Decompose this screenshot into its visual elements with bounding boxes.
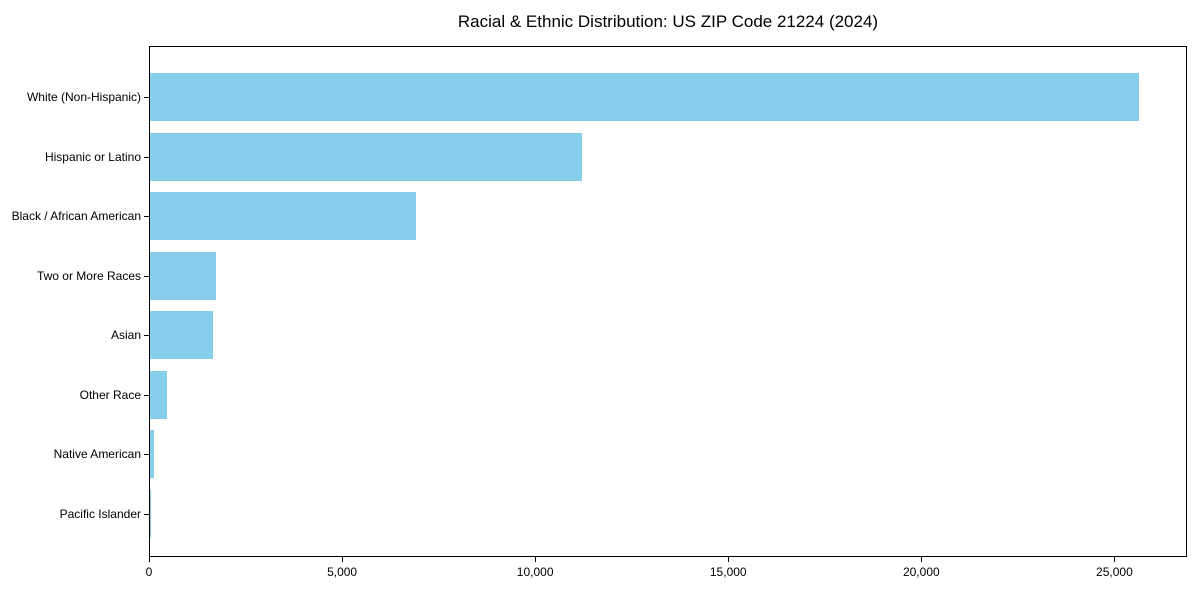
y-axis-category-label: Pacific Islander — [59, 506, 141, 521]
y-tick-mark — [144, 394, 149, 396]
y-tick-mark — [144, 97, 149, 98]
y-tick-mark — [144, 216, 149, 218]
y-axis-category-label: Asian — [110, 328, 141, 343]
bar-native-american — [150, 430, 154, 479]
y-tick-mark — [144, 513, 149, 515]
y-tick-mark — [144, 454, 149, 456]
bar-black-african-american — [150, 192, 416, 241]
y-axis-category-label: Native American — [53, 447, 141, 462]
y-axis-category-label: Black / African American — [11, 209, 141, 224]
x-tick-mark — [342, 557, 344, 562]
x-tick-label: 25,000 — [1096, 565, 1133, 579]
bar-two-or-more-races — [150, 251, 216, 300]
bar-pacific-islander — [150, 489, 151, 538]
chart-title: Racial & Ethnic Distribution: US ZIP Cod… — [457, 12, 879, 31]
y-axis-category-label: Hispanic or Latino — [44, 149, 141, 164]
bar-hispanic-or-latino — [150, 132, 582, 181]
y-tick-mark — [144, 156, 149, 158]
y-axis-category-label: Two or More Races — [36, 268, 141, 283]
x-tick-mark — [149, 557, 150, 562]
y-tick-mark — [144, 335, 149, 337]
y-axis-category-label: Other Race — [79, 387, 141, 402]
bar-asian — [150, 311, 213, 360]
x-tick-mark — [1114, 557, 1116, 562]
bar-white-non-hispanic — [150, 73, 1139, 121]
x-tick-mark — [921, 557, 923, 562]
x-tick-label: 10,000 — [516, 565, 554, 579]
x-tick-label: 20,000 — [902, 565, 940, 579]
x-tick-mark — [728, 557, 730, 562]
x-tick-label: 0 — [145, 565, 153, 579]
x-tick-label: 15,000 — [709, 565, 747, 579]
x-tick-label: 5,000 — [327, 565, 358, 579]
bar-other-race — [150, 370, 167, 419]
y-tick-mark — [144, 275, 149, 277]
y-axis-category-label: White (Non-Hispanic) — [26, 90, 141, 104]
x-tick-mark — [535, 557, 537, 562]
plot-area — [149, 46, 1187, 557]
